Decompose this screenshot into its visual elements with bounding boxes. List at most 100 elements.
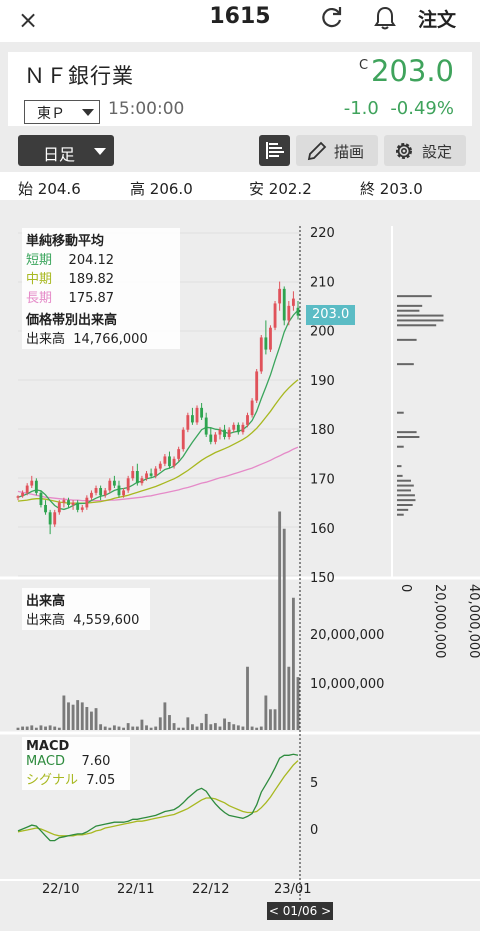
stock-chart[interactable]: 220 210 200 190 180 170 160 150 0 20,000,000 40,00… (0, 200, 480, 931)
volume-bar (282, 528, 286, 730)
candle-body (269, 327, 272, 350)
volume-bar (126, 723, 130, 730)
candle-body (273, 303, 277, 328)
volume-bar (67, 702, 70, 730)
reload-icon[interactable] (319, 4, 345, 30)
candle-body (172, 458, 176, 467)
candle-body (126, 478, 130, 491)
volume-bar (255, 727, 259, 730)
candle-body (34, 480, 38, 493)
volume-bar (39, 725, 43, 730)
volume-bar (296, 677, 300, 730)
period-select[interactable]: 日足 (18, 135, 114, 166)
volume-legend-title: 出来高 (26, 594, 66, 609)
open-value: 始 204.6 (18, 180, 81, 198)
volume-bar (154, 726, 158, 730)
volume-bar (227, 721, 231, 730)
volume-bar (71, 704, 75, 730)
candle-body (154, 468, 158, 476)
volume-profile-bar (397, 489, 411, 492)
candle-body (195, 407, 199, 423)
volume-bar (186, 717, 190, 730)
chevron-down-icon (94, 148, 106, 155)
price-tick-label: 180 (310, 423, 335, 438)
candle-body (232, 424, 236, 430)
date-tick-label: 22/11 (117, 882, 154, 897)
candle-body (181, 429, 185, 450)
candle-body (108, 480, 112, 491)
draw-label: 描画 (334, 143, 365, 161)
volume-bar (80, 702, 84, 730)
volume-bar (209, 724, 213, 730)
volume-bar (140, 719, 144, 730)
candle-body (158, 463, 162, 469)
volume-legend: 出来高 出来高 4,559,600 (22, 588, 150, 630)
volume-bar (103, 726, 107, 730)
candle-body (291, 298, 295, 306)
date-tick-label: 23/01 (274, 882, 311, 897)
volume-bar (163, 702, 167, 730)
security-name: ＮＦ銀行業 (24, 64, 134, 88)
volume-bar (172, 723, 176, 730)
candle-body (282, 288, 286, 321)
macd-row: MACD 7.60 (26, 754, 111, 769)
candle-body (149, 473, 153, 476)
chart-area[interactable]: 220 210 200 190 180 170 160 150 0 20,000,000 40,00… (0, 200, 480, 931)
candle-body (85, 497, 89, 508)
close-value: 終 203.0 (360, 180, 423, 198)
candle-body (241, 424, 245, 433)
candle-body (57, 502, 61, 513)
volume-bar (213, 723, 217, 730)
volume-profile-bar (397, 411, 404, 414)
current-price: 203.0 (370, 54, 454, 88)
volume-profile-bar (397, 295, 432, 298)
candle-body (236, 424, 240, 433)
order-button[interactable]: 注文 (418, 9, 457, 31)
quote-time: 15:00:00 (108, 99, 185, 119)
close-icon[interactable]: × (18, 6, 39, 34)
ma-short-line (17, 309, 299, 511)
security-code: 1615 (209, 4, 271, 29)
volume-bar (48, 725, 52, 730)
volume-tick-label: 20,000,000 (310, 628, 384, 643)
candle-body (135, 471, 139, 484)
volume-bar (85, 707, 89, 730)
chevron-down-icon (82, 109, 94, 116)
volume-profile-button[interactable] (259, 135, 290, 166)
volume-profile-bar (397, 304, 423, 307)
candle-body (67, 500, 70, 505)
current-price-tag: 203.0 (306, 305, 356, 325)
price-tick-label: 150 (310, 571, 335, 586)
candle-body (223, 429, 226, 437)
bell-icon[interactable] (373, 5, 397, 31)
candle-body (200, 407, 204, 418)
market-select[interactable]: 東Ｐ (24, 100, 100, 124)
candle-body (21, 492, 25, 497)
candle-body (163, 456, 167, 464)
candle-body (255, 371, 259, 401)
volume-profile-bar (397, 513, 404, 516)
candle-body (112, 480, 116, 486)
candle-body (140, 478, 144, 484)
volume-bar (90, 711, 93, 730)
candle-body (30, 480, 34, 486)
top-bar: × 1615 注文 (0, 0, 480, 42)
candle-body (71, 502, 75, 505)
high-value: 高 206.0 (130, 180, 193, 198)
volume-bar (21, 726, 25, 730)
macd-tick-label: 5 (310, 776, 318, 791)
volume-bar (246, 666, 249, 730)
price-tick-label: 200 (310, 325, 335, 340)
volume-bar (62, 695, 66, 730)
settings-button[interactable]: 設定 (384, 135, 466, 166)
volume-profile-bar (397, 508, 409, 511)
volume-bar (204, 713, 208, 730)
volume-bar (158, 717, 162, 730)
candle-body (131, 471, 135, 479)
cursor-date-badge[interactable]: < 01/06 > (267, 902, 333, 920)
volume-tick-label: 10,000,000 (310, 677, 384, 692)
draw-button[interactable]: 描画 (296, 135, 378, 166)
candle-body (204, 417, 208, 435)
volume-bar (168, 715, 171, 730)
candle-body (186, 415, 190, 430)
